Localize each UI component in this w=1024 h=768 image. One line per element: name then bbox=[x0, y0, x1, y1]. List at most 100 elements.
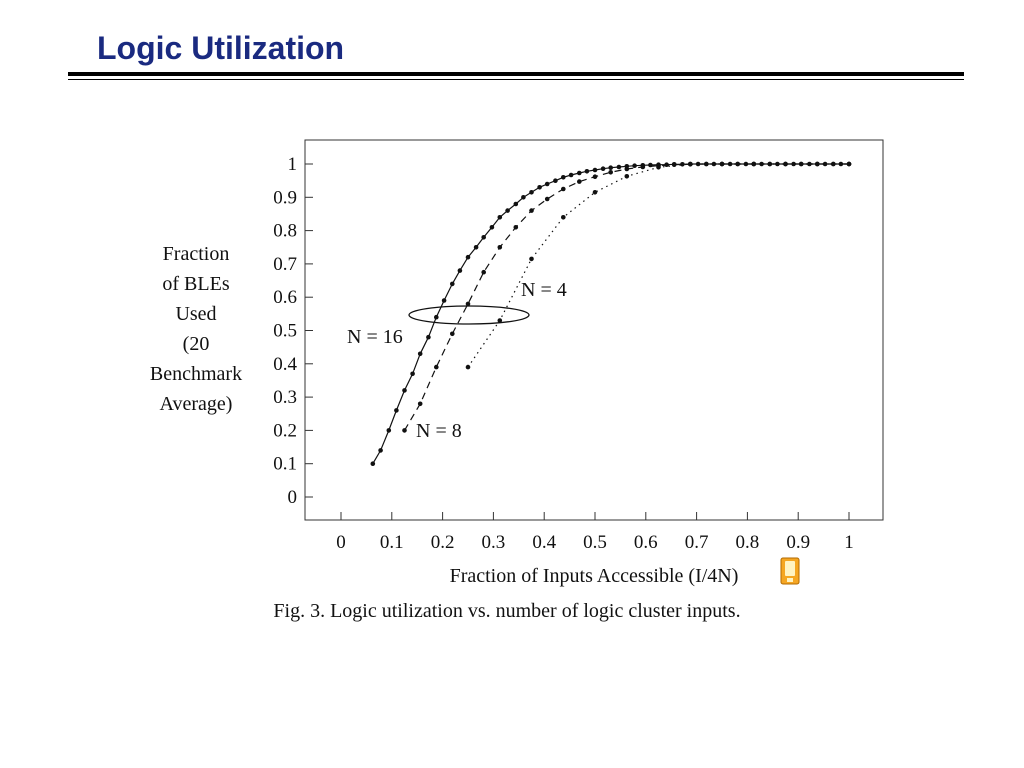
data-point-n-8 bbox=[624, 166, 630, 172]
data-point-n-16 bbox=[584, 169, 590, 174]
data-point-n-4 bbox=[624, 174, 630, 179]
data-point-n-8 bbox=[608, 170, 613, 175]
data-point-n-4 bbox=[561, 215, 566, 220]
annotation-n8: N = 8 bbox=[416, 420, 462, 442]
data-point-n-16 bbox=[537, 185, 542, 190]
y-axis-label-line: Benchmark bbox=[150, 363, 242, 385]
data-point-n-16 bbox=[370, 461, 376, 467]
data-point-n-16 bbox=[632, 163, 637, 168]
data-point-n-16 bbox=[386, 428, 392, 433]
data-point-n-16 bbox=[521, 195, 526, 200]
data-point-n-8 bbox=[544, 196, 550, 202]
data-point-n-8 bbox=[497, 245, 503, 250]
data-point-n-16 bbox=[568, 172, 574, 178]
data-point-n-16 bbox=[561, 175, 566, 180]
data-point-n-16 bbox=[473, 245, 479, 250]
data-point-n-8 bbox=[417, 401, 423, 407]
axis-ticks: 0 0.1 0.2 0.3 0.4 0.5 0.6 0.7 0.8 0.9 1 0 0.1 0.2 0.3 0… bbox=[273, 154, 854, 553]
y-tick-label: 0.7 bbox=[273, 254, 297, 275]
data-point-n-8 bbox=[450, 331, 455, 337]
data-point-n-16 bbox=[775, 161, 780, 167]
data-point-n-8 bbox=[735, 161, 740, 167]
data-point-n-4 bbox=[815, 161, 820, 167]
data-point-n-16 bbox=[450, 281, 455, 287]
x-tick-label: 0.9 bbox=[786, 532, 810, 553]
data-point-n-8 bbox=[592, 174, 598, 179]
y-tick-label: 0.5 bbox=[273, 321, 297, 342]
data-point-n-16 bbox=[394, 408, 399, 413]
x-axis-label: Fraction of Inputs Accessible (I/4N) bbox=[450, 565, 739, 587]
series-line-n-8 bbox=[403, 163, 849, 431]
x-tick-label: 0.8 bbox=[736, 532, 760, 553]
data-point-n-16 bbox=[481, 235, 487, 240]
data-point-n-16 bbox=[441, 298, 447, 303]
data-point-n-16 bbox=[544, 181, 550, 187]
data-point-n-8 bbox=[704, 161, 709, 167]
data-point-n-8 bbox=[434, 364, 439, 370]
y-axis-label: Fraction of BLEs Used (20 Benchmark Aver… bbox=[150, 243, 242, 415]
data-point-n-8 bbox=[465, 301, 471, 307]
data-point-n-4 bbox=[497, 318, 503, 323]
y-tick-label: 0.4 bbox=[273, 354, 297, 375]
data-point-n-4 bbox=[688, 161, 693, 167]
data-point-n-16 bbox=[426, 334, 431, 340]
data-point-n-16 bbox=[489, 225, 495, 230]
data-point-n-16 bbox=[529, 190, 534, 195]
x-tick-label: 0.6 bbox=[634, 532, 658, 553]
series-line-n-16 bbox=[372, 163, 849, 465]
y-axis-label-line: (20 bbox=[183, 333, 210, 355]
data-point-n-8 bbox=[529, 208, 534, 213]
data-point-n-4 bbox=[656, 165, 661, 170]
data-point-n-16 bbox=[434, 314, 439, 320]
y-axis-label-line: of BLEs bbox=[162, 273, 229, 295]
data-point-n-4 bbox=[529, 256, 534, 262]
x-tick-label: 0.4 bbox=[532, 532, 556, 553]
data-point-n-16 bbox=[838, 161, 844, 167]
y-tick-label: 0.6 bbox=[273, 287, 297, 308]
series-layer bbox=[370, 161, 852, 467]
y-tick-label: 0.9 bbox=[273, 187, 297, 208]
series-line-n-4 bbox=[467, 163, 849, 368]
data-point-n-16 bbox=[410, 371, 415, 377]
annotation-n16: N = 16 bbox=[347, 326, 403, 348]
figure-caption: Fig. 3. Logic utilization vs. number of … bbox=[273, 600, 740, 622]
x-tick-label: 0.5 bbox=[583, 532, 607, 553]
warning-icon[interactable] bbox=[780, 557, 800, 585]
data-point-n-8 bbox=[640, 164, 646, 170]
y-axis-label-line: Used bbox=[175, 303, 216, 325]
slide-title: Logic Utilization bbox=[97, 30, 345, 66]
data-point-n-16 bbox=[616, 164, 622, 170]
data-point-n-16 bbox=[553, 178, 558, 183]
annotation-n4: N = 4 bbox=[521, 279, 567, 301]
data-point-n-4 bbox=[719, 161, 725, 167]
data-point-n-16 bbox=[822, 161, 828, 167]
data-point-n-4 bbox=[751, 161, 757, 167]
data-point-n-16 bbox=[577, 170, 582, 176]
data-point-n-16 bbox=[600, 166, 606, 171]
x-tick-label: 0.2 bbox=[431, 532, 455, 553]
data-point-n-8 bbox=[831, 161, 836, 167]
highlight-ellipse bbox=[408, 305, 530, 325]
data-point-n-4 bbox=[592, 190, 598, 195]
data-point-n-16 bbox=[505, 208, 510, 213]
y-tick-label: 0.1 bbox=[273, 454, 297, 475]
data-point-n-8 bbox=[561, 186, 566, 192]
data-point-n-16 bbox=[378, 448, 383, 453]
y-tick-label: 0.8 bbox=[273, 221, 297, 242]
x-tick-label: 0.1 bbox=[380, 532, 404, 553]
data-point-n-8 bbox=[671, 162, 677, 167]
data-point-n-16 bbox=[457, 268, 463, 273]
data-point-n-16 bbox=[608, 165, 613, 170]
data-point-n-16 bbox=[592, 167, 598, 173]
y-axis-label-line: Average) bbox=[160, 393, 233, 415]
data-point-n-16 bbox=[402, 388, 407, 393]
y-tick-label: 1 bbox=[288, 154, 298, 175]
data-point-n-8 bbox=[577, 179, 582, 184]
data-point-n-4 bbox=[846, 161, 852, 167]
title-rule-thin bbox=[68, 79, 964, 80]
data-point-n-16 bbox=[465, 254, 471, 260]
y-axis-label-line: Fraction bbox=[163, 243, 230, 265]
x-tick-label: 0 bbox=[336, 532, 346, 553]
data-point-n-16 bbox=[497, 215, 503, 220]
data-point-n-16 bbox=[791, 161, 796, 167]
